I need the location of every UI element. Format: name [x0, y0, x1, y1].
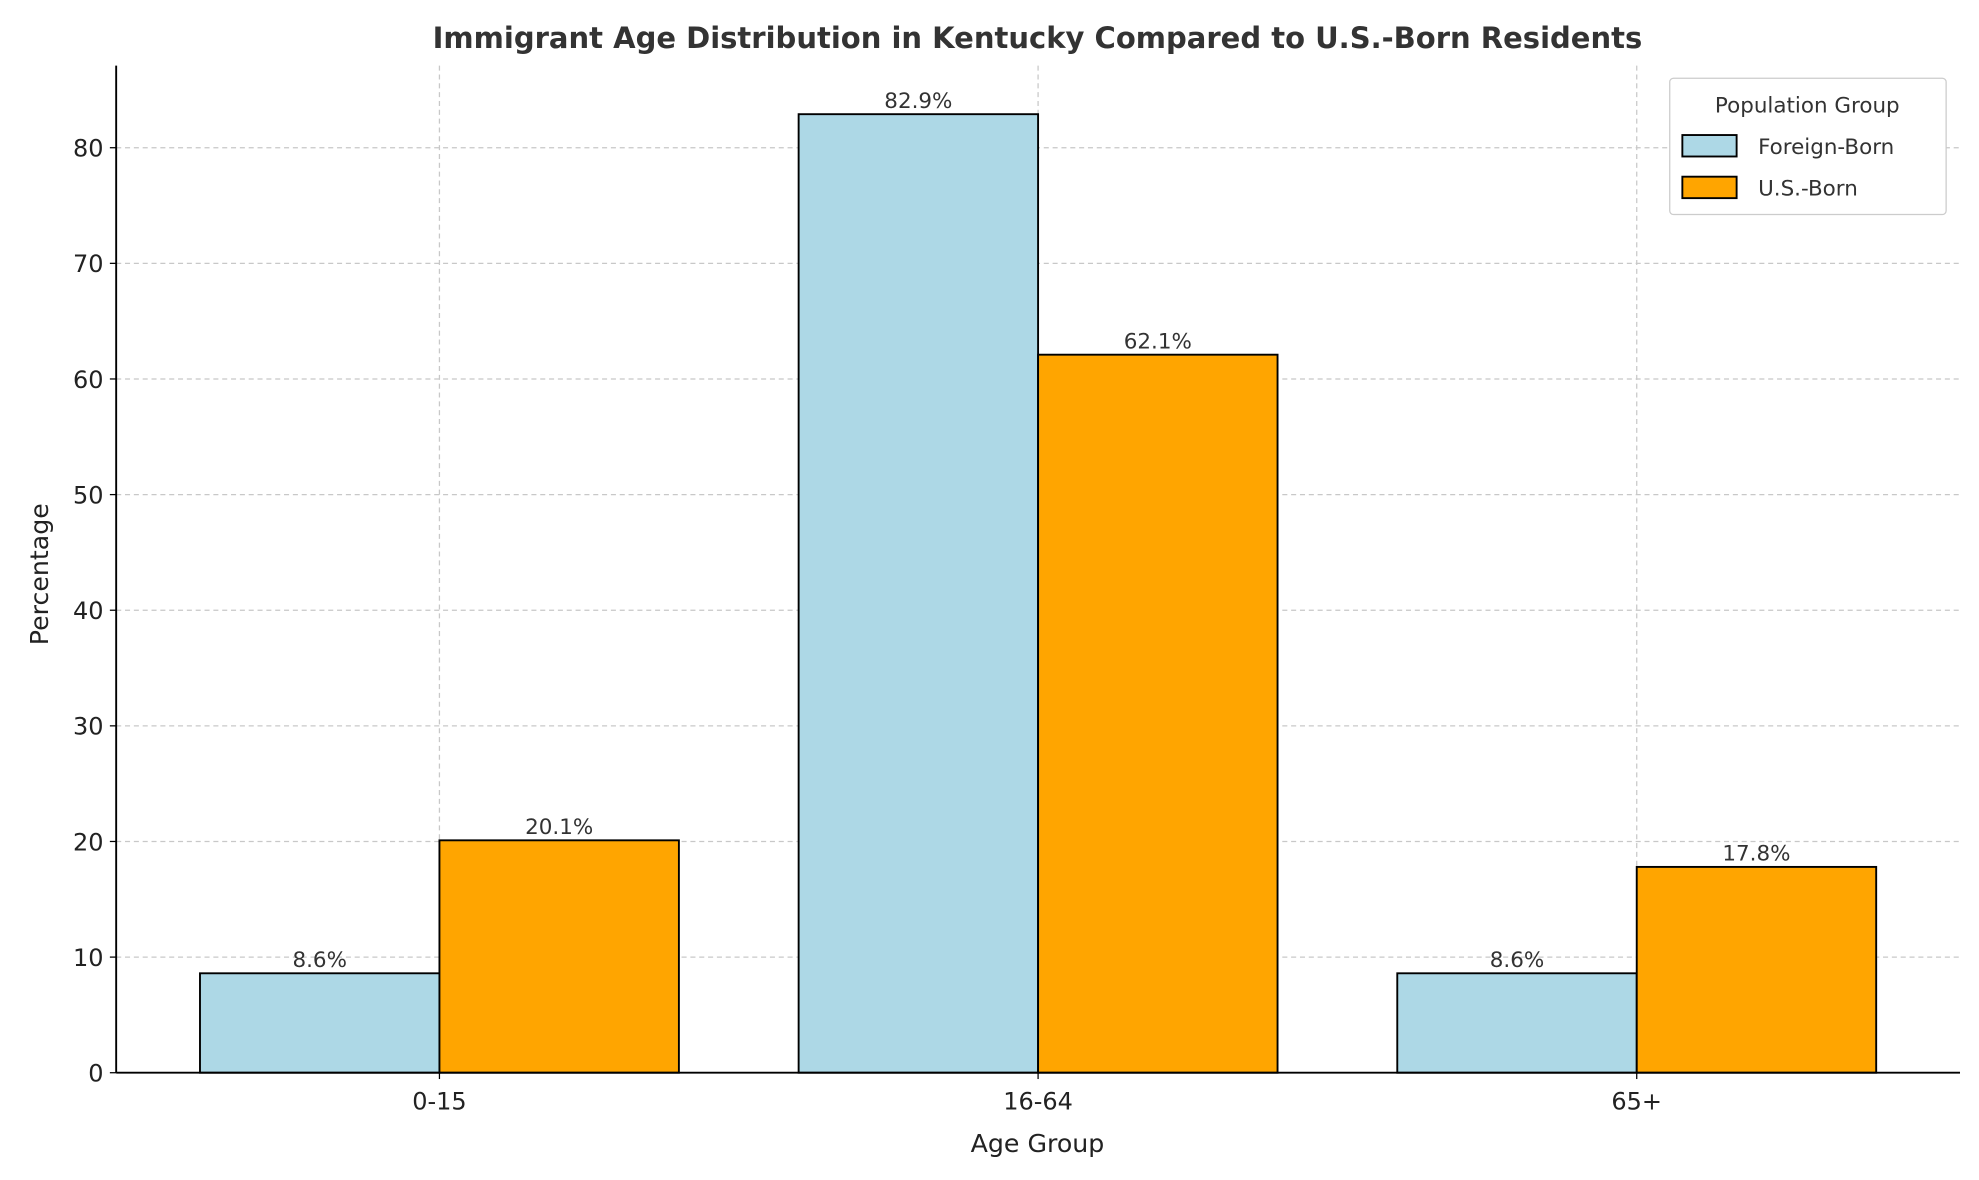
bar-u-s-born-16-64	[1037, 353, 1279, 1074]
x-tick-label: 0-15	[412, 1087, 466, 1115]
bar-u-s-born-0-15	[438, 839, 680, 1074]
bar-foreign-born-0-15	[199, 972, 441, 1074]
data-label: 82.9%	[884, 89, 952, 114]
legend-label-us-born: U.S.-Born	[1758, 177, 1858, 202]
legend-swatch-foreign-born	[1681, 134, 1738, 158]
bar-u-s-born-65+	[1635, 865, 1878, 1074]
y-tick-label: 30	[73, 713, 104, 741]
chart-title: Immigrant Age Distribution in Kentucky C…	[433, 21, 1643, 55]
y-tick-label: 40	[73, 597, 104, 625]
y-tick-label: 70	[73, 250, 104, 278]
bar-foreign-born-16-64	[797, 113, 1040, 1074]
y-tick-label: 60	[73, 366, 104, 394]
x-axis-label: Age Group	[971, 1129, 1105, 1158]
x-tick-label: 65+	[1611, 1087, 1662, 1115]
y-tick-label: 80	[73, 135, 104, 163]
legend-swatch-us-born	[1681, 175, 1738, 200]
legend-label-foreign-born: Foreign-Born	[1758, 135, 1894, 160]
y-tick-label: 20	[73, 828, 104, 856]
data-label: 20.1%	[525, 815, 593, 840]
bar-foreign-born-65+	[1396, 972, 1638, 1074]
y-tick-label: 50	[73, 481, 104, 509]
x-tick-label: 16-64	[1003, 1087, 1073, 1115]
y-tick-label: 0	[88, 1060, 103, 1088]
y-axis-label: Percentage	[25, 503, 54, 645]
legend: Population Group Foreign-Born U.S.-Born	[1669, 77, 1947, 216]
data-label: 62.1%	[1124, 329, 1192, 354]
y-tick-label: 10	[73, 944, 104, 972]
data-label: 8.6%	[292, 948, 346, 973]
legend-title: Population Group	[1715, 93, 1900, 118]
data-label: 17.8%	[1722, 842, 1790, 867]
data-label: 8.6%	[1490, 948, 1544, 973]
